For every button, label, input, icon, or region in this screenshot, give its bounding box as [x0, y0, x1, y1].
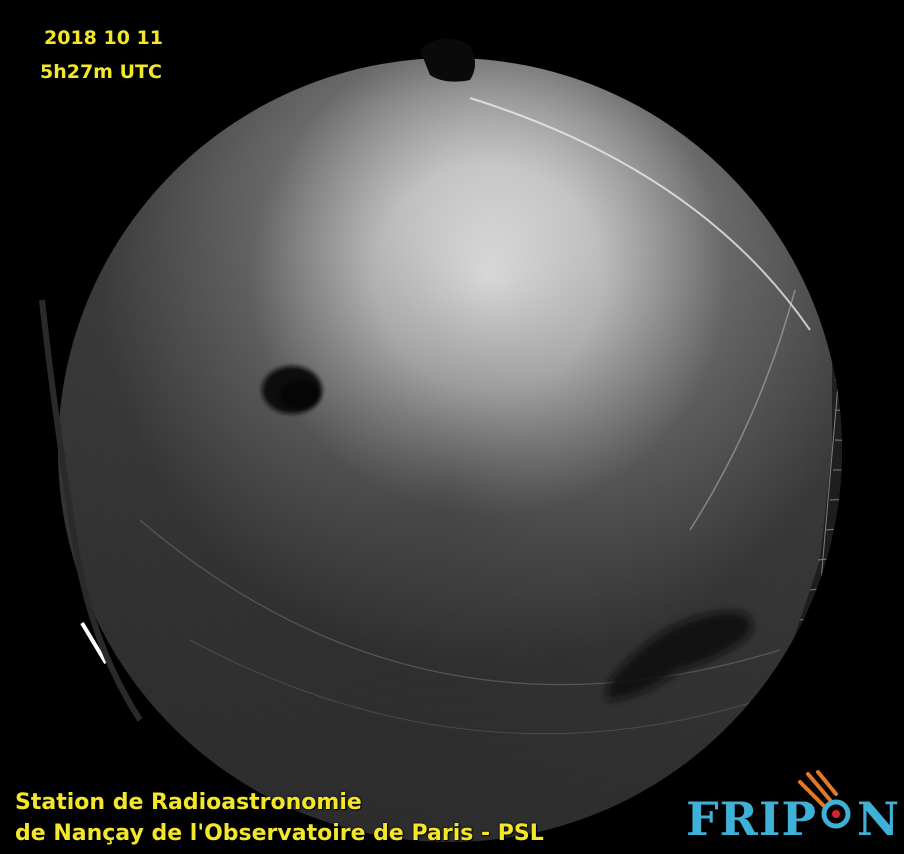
sky-trail-right [689, 289, 796, 531]
sky-trail-upper [469, 97, 811, 331]
station-name-line-1: Station de Radioastronomie [15, 790, 362, 815]
capture-date: 2018 10 11 [44, 27, 163, 49]
fripon-wordmark-right: N [857, 792, 901, 846]
sky-trail-bottom [189, 639, 761, 735]
sky-trail-lower [139, 519, 781, 686]
tree-silhouette-right [640, 0, 904, 320]
dark-cloud [605, 611, 752, 700]
left-structure [39, 299, 143, 722]
light-streak [80, 621, 108, 665]
tree-silhouette-top [280, 0, 640, 70]
capture-time: 5h27m UTC [40, 61, 162, 83]
fripon-wordmark-left: FRIP [686, 792, 817, 846]
fripon-logo: FRIP N [680, 766, 904, 854]
fripon-meteor-icon [798, 770, 851, 829]
station-name-line-2: de Nançay de l'Observatoire de Paris - P… [15, 821, 544, 846]
fripon-wordmark: FRIP N [686, 792, 900, 846]
